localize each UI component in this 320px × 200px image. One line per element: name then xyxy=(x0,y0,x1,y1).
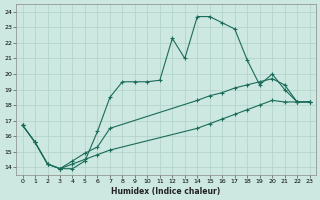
X-axis label: Humidex (Indice chaleur): Humidex (Indice chaleur) xyxy=(111,187,221,196)
